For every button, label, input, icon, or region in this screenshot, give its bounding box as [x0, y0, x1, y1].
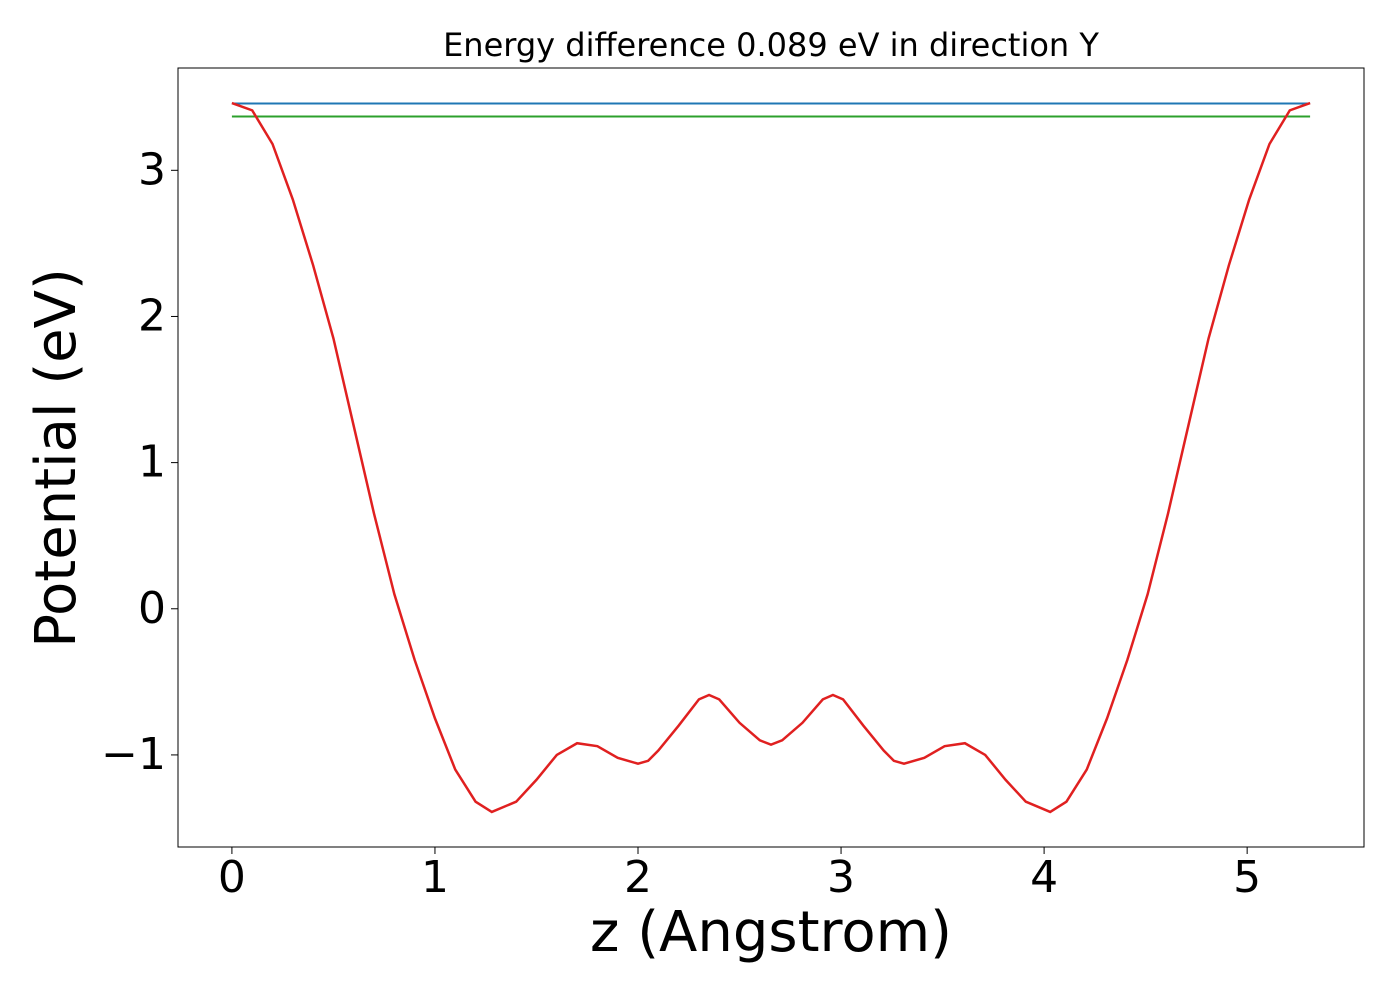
- chart-title: Energy difference 0.089 eV in direction …: [443, 26, 1099, 64]
- y-axis-label: Potential (eV): [24, 268, 89, 648]
- y-tick-label: 2: [138, 290, 166, 341]
- plot-frame: [177, 67, 1365, 848]
- y-tick-label: −1: [101, 729, 166, 780]
- x-axis-label: z (Angstrom): [590, 900, 952, 965]
- y-tick-label: 3: [138, 144, 166, 195]
- x-tick-label: 2: [624, 852, 652, 903]
- series-line: [231, 101, 1311, 814]
- x-tick-label: 1: [421, 852, 449, 903]
- x-tick-label: 4: [1030, 852, 1058, 903]
- x-tick-label: 5: [1233, 852, 1261, 903]
- y-tick-label: 0: [138, 583, 166, 634]
- x-tick-label: 3: [827, 852, 855, 903]
- y-tick-label: 1: [138, 437, 166, 488]
- x-tick-label: 0: [218, 852, 246, 903]
